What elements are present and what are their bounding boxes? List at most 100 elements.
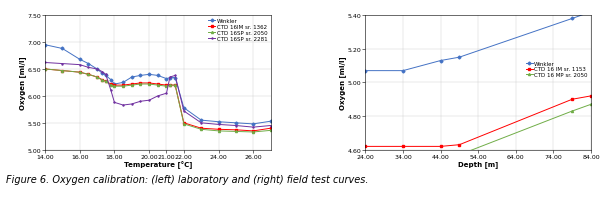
Winkler: [362, 70, 369, 72]
CTD 16IM sr. 1362: [215, 128, 222, 131]
CTD 16IM sr. 1362: [111, 84, 118, 87]
CTD 16SP sr. 2281: [154, 95, 161, 98]
CTD 16IM sr. 1362: [41, 68, 49, 71]
Line: CTD 16SP sr. 2050: CTD 16SP sr. 2050: [44, 69, 272, 133]
Line: CTD 16 MP sr. 2050: CTD 16 MP sr. 2050: [364, 104, 592, 156]
CTD 16SP sr. 2281: [76, 64, 83, 67]
CTD 16SP sr. 2281: [197, 122, 205, 124]
CTD 16SP sr. 2281: [215, 124, 222, 126]
Line: Winkler: Winkler: [364, 12, 592, 72]
CTD 16IM sr. 1362: [128, 83, 136, 86]
CTD 16SP sr. 2050: [197, 128, 205, 131]
Winkler: [587, 11, 595, 14]
Winkler: [250, 123, 257, 125]
Winkler: [197, 119, 205, 122]
CTD 16SP sr. 2050: [250, 131, 257, 134]
CTD 16IM sr. 1362: [119, 84, 127, 87]
CTD 16SP sr. 2050: [267, 130, 274, 132]
CTD 16SP sr. 2281: [102, 74, 109, 76]
Winkler: [111, 83, 118, 86]
Winkler: [172, 77, 179, 79]
CTD 16 IM sr. 1153: [400, 145, 407, 148]
CTD 16SP sr. 2050: [59, 70, 66, 72]
Line: Winkler: Winkler: [44, 44, 272, 125]
CTD 16SP sr. 2050: [98, 80, 106, 82]
CTD 16SP sr. 2281: [163, 93, 170, 95]
CTD 16 MP sr. 2050: [437, 154, 444, 156]
CTD 16SP sr. 2050: [166, 84, 173, 87]
CTD 16SP sr. 2281: [267, 125, 274, 127]
CTD 16IM sr. 1362: [98, 79, 106, 82]
Line: CTD 16IM sr. 1362: CTD 16IM sr. 1362: [44, 69, 272, 132]
CTD 16SP sr. 2281: [59, 63, 66, 65]
CTD 16IM sr. 1362: [154, 83, 161, 86]
CTD 16IM sr. 1362: [180, 122, 187, 124]
CTD 16IM sr. 1362: [59, 70, 66, 72]
Winkler: [85, 63, 92, 65]
CTD 16SP sr. 2050: [137, 83, 144, 86]
Winkler: [102, 75, 109, 77]
CTD 16SP sr. 2281: [85, 67, 92, 69]
Line: CTD 16SP sr. 2281: CTD 16SP sr. 2281: [44, 62, 272, 129]
Winkler: [76, 59, 83, 61]
CTD 16IM sr. 1362: [137, 82, 144, 85]
CTD 16IM sr. 1362: [163, 84, 170, 87]
CTD 16SP sr. 2050: [163, 86, 170, 88]
Winkler: [128, 76, 136, 79]
Y-axis label: Oxygen [ml/l]: Oxygen [ml/l]: [19, 56, 26, 110]
CTD 16IM sr. 1362: [172, 84, 179, 87]
CTD 16SP sr. 2050: [146, 83, 153, 86]
CTD 16SP sr. 2281: [107, 90, 115, 92]
Winkler: [119, 82, 127, 84]
Legend: Winkler, CTD 16IM sr. 1362, CTD 16SP sr. 2050, CTD 16SP sr. 2281: Winkler, CTD 16IM sr. 1362, CTD 16SP sr.…: [208, 19, 268, 42]
Line: CTD 16 IM sr. 1153: CTD 16 IM sr. 1153: [364, 95, 592, 148]
Winkler: [98, 73, 106, 75]
CTD 16SP sr. 2281: [250, 126, 257, 129]
CTD 16SP sr. 2281: [232, 125, 239, 127]
CTD 16SP sr. 2050: [172, 84, 179, 87]
CTD 16IM sr. 1362: [85, 74, 92, 76]
Winkler: [107, 79, 115, 82]
CTD 16SP sr. 2050: [107, 84, 115, 87]
CTD 16SP sr. 2281: [166, 76, 173, 79]
CTD 16SP sr. 2281: [137, 101, 144, 103]
CTD 16IM sr. 1362: [197, 127, 205, 130]
CTD 16IM sr. 1362: [232, 129, 239, 131]
CTD 16SP sr. 2281: [146, 99, 153, 102]
Winkler: [456, 57, 463, 59]
CTD 16SP sr. 2050: [41, 68, 49, 71]
Winkler: [180, 107, 187, 109]
Winkler: [146, 74, 153, 76]
X-axis label: Temperature [°C]: Temperature [°C]: [124, 161, 192, 168]
Winkler: [215, 121, 222, 123]
CTD 16 MP sr. 2050: [362, 152, 369, 155]
Winkler: [94, 68, 101, 71]
CTD 16 MP sr. 2050: [569, 110, 576, 113]
CTD 16SP sr. 2281: [111, 102, 118, 104]
CTD 16SP sr. 2281: [128, 103, 136, 106]
CTD 16SP sr. 2281: [41, 62, 49, 64]
Winkler: [166, 77, 173, 79]
Winkler: [154, 75, 161, 77]
CTD 16SP sr. 2050: [111, 86, 118, 88]
Winkler: [232, 122, 239, 124]
CTD 16 IM sr. 1153: [362, 145, 369, 148]
CTD 16 IM sr. 1153: [456, 144, 463, 146]
CTD 16IM sr. 1362: [102, 81, 109, 83]
Text: Figure 6. Oxygen calibration: (left) laboratory and (right) field test curves.: Figure 6. Oxygen calibration: (left) lab…: [6, 174, 368, 184]
CTD 16IM sr. 1362: [146, 82, 153, 85]
CTD 16IM sr. 1362: [267, 127, 274, 130]
CTD 16SP sr. 2050: [85, 74, 92, 76]
Winkler: [400, 70, 407, 72]
Y-axis label: Oxygen [ml/l]: Oxygen [ml/l]: [339, 56, 346, 110]
CTD 16IM sr. 1362: [166, 84, 173, 87]
CTD 16 MP sr. 2050: [587, 104, 595, 106]
CTD 16IM sr. 1362: [107, 83, 115, 86]
CTD 16IM sr. 1362: [94, 76, 101, 79]
CTD 16SP sr. 2281: [180, 110, 187, 113]
Legend: Winkler, CTD 16 IM sr. 1153, CTD 16 MP sr. 2050: Winkler, CTD 16 IM sr. 1153, CTD 16 MP s…: [525, 61, 588, 78]
CTD 16SP sr. 2281: [94, 68, 101, 71]
Winkler: [59, 48, 66, 50]
CTD 16 MP sr. 2050: [456, 154, 463, 156]
CTD 16IM sr. 1362: [250, 130, 257, 132]
